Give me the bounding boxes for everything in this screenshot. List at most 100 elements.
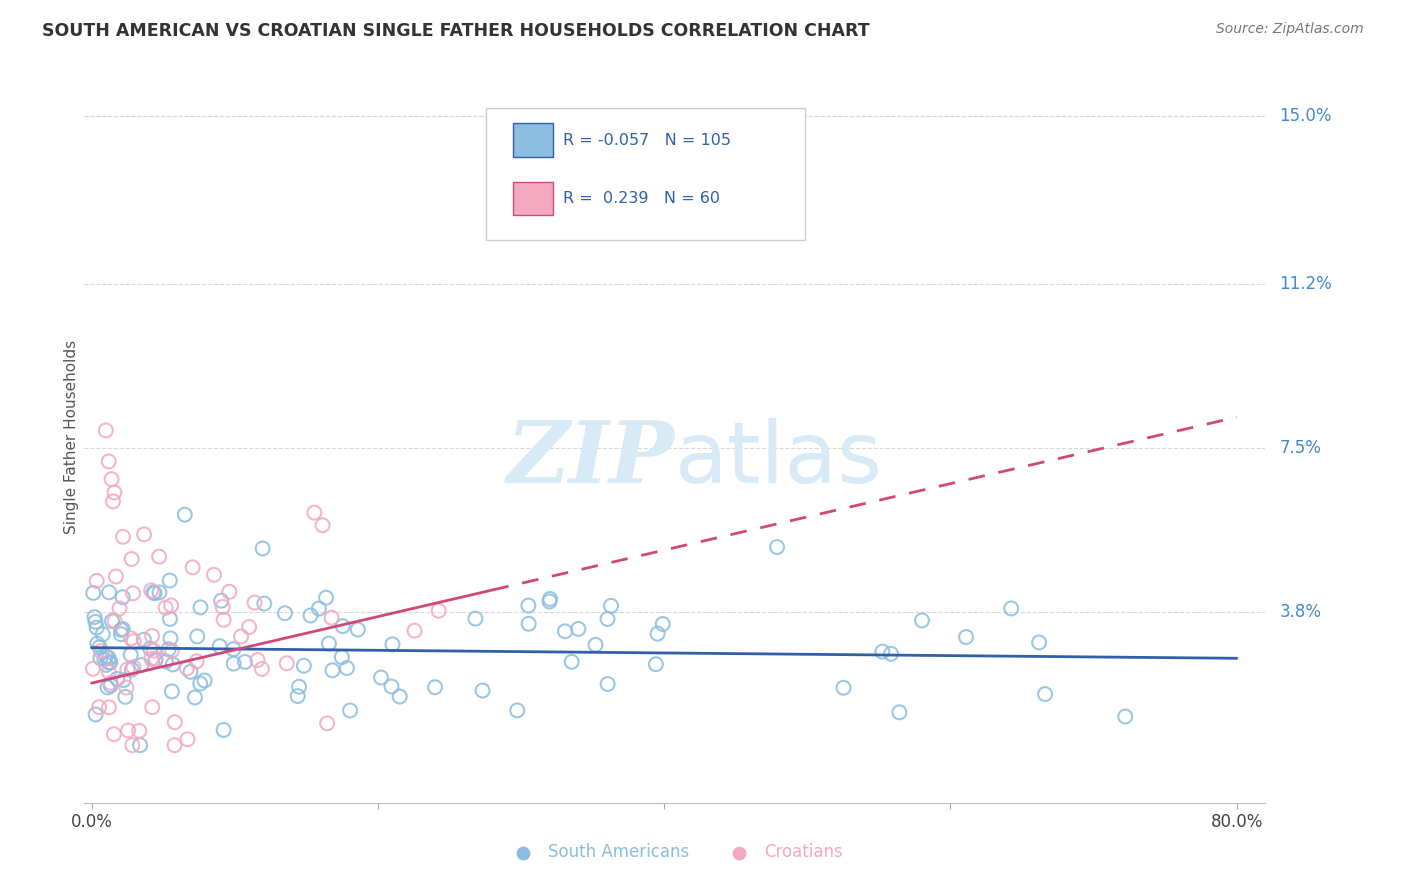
Point bbox=[380, 680, 402, 694]
Point bbox=[114, 690, 136, 704]
Text: 11.2%: 11.2% bbox=[1279, 275, 1331, 293]
Point bbox=[103, 485, 125, 500]
Point bbox=[84, 707, 107, 722]
Point bbox=[97, 651, 120, 665]
Point bbox=[142, 585, 165, 599]
Point bbox=[121, 738, 143, 752]
FancyBboxPatch shape bbox=[513, 182, 553, 216]
Point bbox=[141, 583, 163, 598]
Text: 7.5%: 7.5% bbox=[1279, 439, 1322, 458]
Point bbox=[308, 601, 330, 615]
Point bbox=[218, 584, 240, 599]
Point bbox=[162, 657, 184, 672]
Point bbox=[288, 680, 311, 694]
Point bbox=[832, 681, 855, 695]
Point bbox=[1028, 635, 1050, 649]
Point bbox=[246, 653, 269, 667]
Point bbox=[111, 591, 134, 605]
Point bbox=[159, 612, 181, 626]
Point bbox=[287, 689, 309, 703]
Point bbox=[243, 596, 266, 610]
Point bbox=[229, 630, 252, 644]
Point bbox=[98, 656, 121, 670]
Point bbox=[160, 643, 183, 657]
Point bbox=[596, 612, 619, 626]
Point bbox=[141, 700, 163, 714]
Point bbox=[117, 662, 139, 676]
Point bbox=[336, 661, 359, 675]
Point bbox=[238, 620, 260, 634]
Point bbox=[538, 594, 561, 608]
Point bbox=[97, 681, 120, 695]
Point bbox=[110, 627, 132, 641]
Point bbox=[139, 641, 162, 656]
Point bbox=[100, 679, 122, 693]
Point bbox=[94, 649, 117, 664]
FancyBboxPatch shape bbox=[513, 123, 553, 157]
Point bbox=[111, 622, 134, 636]
Point bbox=[292, 658, 315, 673]
Point bbox=[252, 541, 274, 556]
Text: SOUTH AMERICAN VS CROATIAN SINGLE FATHER HOUSEHOLDS CORRELATION CHART: SOUTH AMERICAN VS CROATIAN SINGLE FATHER… bbox=[42, 22, 870, 40]
Point bbox=[84, 615, 107, 629]
Point bbox=[111, 530, 134, 544]
Point bbox=[554, 624, 576, 639]
Point bbox=[190, 600, 212, 615]
Point bbox=[339, 704, 361, 718]
Point bbox=[370, 671, 392, 685]
Point bbox=[160, 599, 183, 613]
Point bbox=[318, 637, 340, 651]
Text: R =  0.239   N = 60: R = 0.239 N = 60 bbox=[562, 191, 720, 206]
Point bbox=[212, 723, 235, 737]
Point bbox=[567, 622, 589, 636]
Point bbox=[1114, 709, 1136, 723]
Point bbox=[880, 647, 903, 661]
FancyBboxPatch shape bbox=[486, 108, 804, 240]
Point bbox=[209, 593, 232, 607]
Point bbox=[141, 652, 163, 666]
Point bbox=[103, 727, 125, 741]
Point bbox=[651, 617, 673, 632]
Point bbox=[157, 642, 180, 657]
Point bbox=[1000, 601, 1022, 615]
Point bbox=[404, 624, 426, 638]
Point bbox=[108, 601, 131, 615]
Point bbox=[274, 606, 297, 620]
Point bbox=[101, 494, 124, 508]
Point bbox=[86, 637, 108, 651]
Point bbox=[253, 597, 276, 611]
Point bbox=[82, 586, 104, 600]
Point bbox=[120, 648, 142, 662]
Point bbox=[115, 681, 138, 695]
Point bbox=[471, 683, 494, 698]
Point bbox=[104, 569, 127, 583]
Point bbox=[159, 574, 181, 588]
Point bbox=[423, 680, 446, 694]
Point bbox=[155, 655, 177, 669]
Point bbox=[90, 644, 112, 658]
Point bbox=[128, 723, 150, 738]
Point bbox=[101, 614, 124, 628]
Point bbox=[100, 676, 122, 690]
Point bbox=[145, 653, 167, 667]
Point bbox=[321, 611, 343, 625]
Point bbox=[159, 632, 181, 646]
Point bbox=[276, 657, 298, 671]
Point bbox=[94, 657, 117, 672]
Point bbox=[388, 690, 411, 704]
Point bbox=[145, 651, 167, 665]
Point bbox=[585, 638, 607, 652]
Point bbox=[105, 672, 128, 686]
Point bbox=[222, 642, 245, 657]
Point bbox=[132, 527, 155, 541]
Point bbox=[464, 611, 486, 625]
Point bbox=[120, 632, 142, 646]
Point bbox=[131, 658, 153, 673]
Point bbox=[381, 637, 404, 651]
Point bbox=[82, 662, 104, 676]
Text: Source: ZipAtlas.com: Source: ZipAtlas.com bbox=[1216, 22, 1364, 37]
Point bbox=[143, 586, 166, 600]
Point bbox=[194, 673, 217, 688]
Point bbox=[347, 623, 370, 637]
Point bbox=[299, 608, 322, 623]
